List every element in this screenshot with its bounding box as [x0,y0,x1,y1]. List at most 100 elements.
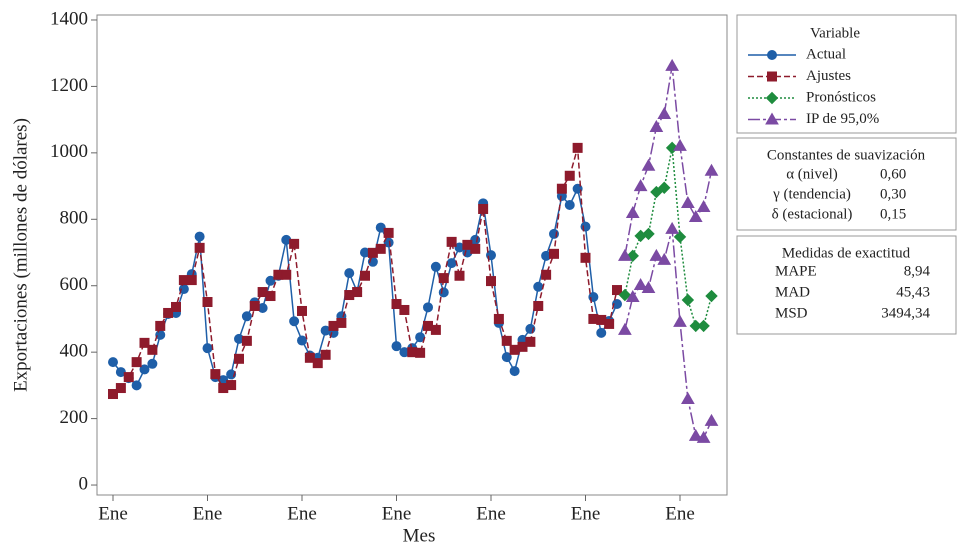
marker [665,221,679,234]
marker [596,327,607,338]
x-tick-label: Ene [98,503,128,524]
marker [155,329,166,340]
marker [108,357,118,368]
marker [383,237,394,248]
marker [312,358,323,369]
legend-title: Variable [810,25,860,41]
y-tick-label: 0 [79,473,89,494]
marker [633,179,648,192]
marker [289,238,300,249]
marker [704,413,719,426]
marker [673,230,687,244]
x-tick-label: Ene [571,503,601,524]
marker [241,311,252,322]
marker [501,335,512,346]
accuracy-value: 3494,34 [881,305,930,321]
accuracy-title: Medidas de exactitud [782,245,911,261]
marker [612,285,622,296]
marker [108,389,118,400]
smoothing-label: γ (tendencia) [772,186,851,202]
marker [289,316,300,327]
legend-label: Ajustes [806,68,851,84]
marker [688,209,703,222]
marker [618,288,632,302]
marker [281,269,292,280]
marker [641,158,656,171]
accuracy-label: MAPE [775,263,817,279]
marker [352,287,363,298]
marker [564,200,575,211]
marker [194,231,205,242]
y-tick-label: 800 [60,208,89,229]
marker [618,248,632,261]
marker [649,119,664,132]
smoothing-value: 0,15 [880,206,906,222]
marker [625,290,640,303]
marker [633,278,648,291]
marker [438,273,449,284]
x-axis-label: Mes [403,525,436,546]
marker [696,199,711,212]
marker [509,366,520,377]
x-tick-label: Ene [382,503,412,524]
marker [241,335,252,346]
marker [681,391,695,404]
marker [673,138,687,151]
marker [171,301,181,312]
marker [665,141,679,155]
marker [767,50,777,60]
marker [681,293,695,307]
marker [688,428,703,441]
marker [297,335,307,346]
smoothing-label: α (nivel) [786,166,838,182]
marker [657,252,672,265]
marker [649,248,664,261]
marker [767,71,777,82]
marker [641,281,656,294]
x-tick-label: Ene [476,503,506,524]
x-tick-label: Ene [193,503,223,524]
marker [696,430,711,443]
marker [658,181,671,194]
marker [673,314,687,327]
marker [360,270,370,281]
accuracy-label: MAD [775,284,810,300]
marker [430,324,441,335]
marker [486,276,496,287]
marker [446,258,457,269]
marker [383,227,394,238]
smoothing-value: 0,30 [880,186,906,202]
marker [399,304,410,315]
marker [430,261,441,272]
marker [210,369,221,380]
marker [304,352,315,363]
smoothing-title: Constantes de suavización [767,147,926,163]
accuracy-value: 8,94 [904,263,931,279]
marker [549,248,559,259]
legend-label: Actual [806,46,846,62]
marker [533,300,544,311]
marker [705,289,718,303]
marker [493,313,504,324]
y-tick-label: 1000 [50,141,88,162]
marker [697,319,710,333]
marker [202,343,213,354]
marker [147,344,158,355]
marker [147,358,158,369]
x-tick-label: Ene [287,503,317,524]
marker [765,112,779,125]
marker [423,302,433,313]
marker [501,352,512,363]
marker [375,222,386,233]
marker [533,281,544,292]
marker [297,305,307,316]
y-tick-label: 600 [60,274,89,295]
smoothing-label: δ (estacional) [772,206,853,222]
marker [155,320,166,331]
marker [226,380,237,391]
y-tick-label: 1400 [50,8,88,29]
marker [478,203,489,214]
marker [454,270,465,281]
marker [186,275,197,286]
marker [163,307,174,318]
